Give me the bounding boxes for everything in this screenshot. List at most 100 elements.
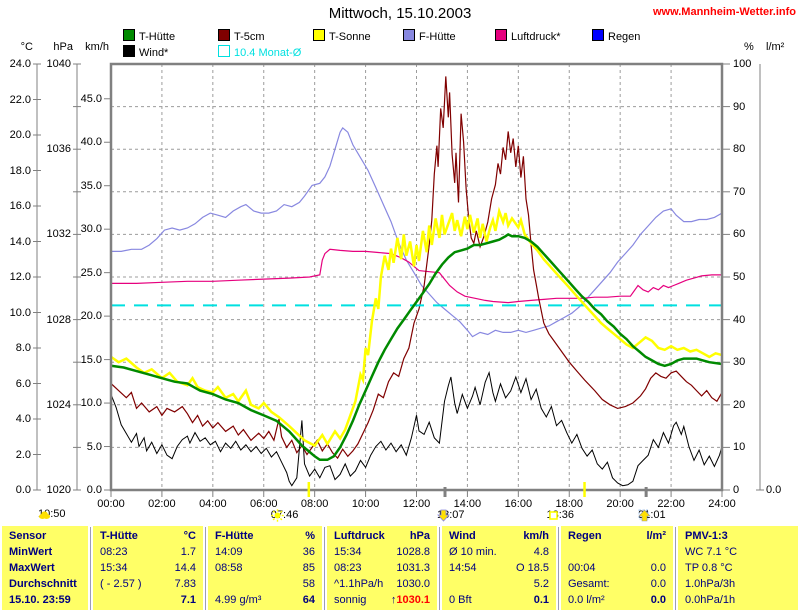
table-row	[561, 546, 673, 560]
x-tick-label: 06:00	[249, 498, 278, 510]
series-T-Sonne	[110, 206, 723, 448]
legend-swatch-T-Hütte	[123, 29, 135, 41]
alert-value: 1030.1	[396, 594, 430, 606]
legend-item-Regen: Regen	[592, 27, 640, 43]
kmh-tick-label: 5.0	[86, 440, 102, 453]
pct-tick-label: 40	[733, 313, 746, 326]
table-cell-value: 0.0	[650, 594, 666, 606]
footer-time-marker: 10:50	[38, 508, 66, 520]
legend-label: T-Sonne	[329, 31, 371, 43]
site-link[interactable]: www.Mannheim-Wetter.info	[652, 6, 796, 18]
table-row: Wind km/h	[442, 530, 556, 544]
event-21:01: 21:01	[638, 509, 666, 522]
cloud-icon	[39, 511, 50, 519]
table-row: 00:04 0.0	[561, 562, 673, 576]
table-cell-value: 1031.3	[396, 562, 430, 574]
table-cell-value: l/m²	[646, 530, 666, 542]
kmh-tick-label: 20.0	[80, 310, 102, 323]
legend-item-T-Hütte: T-Hütte	[123, 27, 175, 43]
table-row: MinWert	[2, 546, 88, 560]
table-row: 08:23 1031.3	[327, 562, 437, 576]
axis-unit-kmh: km/h	[85, 41, 109, 53]
table-row: MaxWert	[2, 562, 88, 576]
x-tick-label: 16:00	[504, 498, 533, 510]
x-tick-label: 20:00	[606, 498, 634, 510]
table-row: F-Hütte%	[208, 530, 322, 544]
table-column-Wind: Wind km/h Ø 10 min. 4.8 14:54 O 18.5 5.2 0 Bft 0…	[442, 526, 556, 610]
c-tick-label: 22.0	[9, 93, 31, 106]
table-row: 14:54 O 18.5	[442, 562, 556, 576]
table-cell-value: 14.4	[174, 562, 196, 574]
pct-tick-label: 10	[733, 441, 746, 454]
pct-tick-label: 30	[733, 356, 746, 369]
pct-tick-label: 0	[733, 484, 740, 496]
axis-unit-hpa: hPa	[53, 41, 73, 53]
table-row: 5.2	[442, 578, 556, 592]
x-tick-label: 04:00	[199, 498, 227, 510]
hpa-tick-label: 1024	[46, 398, 71, 411]
legend-label: Regen	[608, 31, 641, 43]
table-cell-value: 36	[302, 546, 315, 558]
table-cell-label: 08:23	[100, 546, 128, 558]
kmh-tick-label: 0.0	[86, 484, 102, 496]
table-cell-value: 1030.0	[396, 578, 430, 590]
hpa-tick-label: 1036	[46, 143, 71, 156]
table-cell-value: 7.83	[174, 578, 196, 590]
series-T-Hütte	[110, 232, 723, 462]
legend-item-Wind*: Wind*	[123, 43, 168, 59]
table-cell-value: O 18.5	[515, 562, 549, 574]
kmh-tick-label: 45.0	[80, 92, 102, 105]
kmh-tick-label: 30.0	[80, 223, 102, 236]
table-cell-label: MaxWert	[9, 562, 55, 574]
hpa-tick-label: 1032	[46, 228, 71, 241]
c-tick-label: 12.0	[9, 271, 31, 283]
legend-item-10.4 Monat-Ø: 10.4 Monat-Ø	[218, 43, 301, 59]
table-cell-value: 4.8	[533, 546, 549, 558]
kmh-tick-label: 15.0	[80, 353, 102, 366]
table-cell-value: 0.0	[650, 578, 666, 590]
table-cell-label: 0.0hPa/1h	[685, 594, 736, 606]
table-cell-label: Sensor	[9, 530, 47, 542]
legend-label: F-Hütte	[419, 31, 456, 43]
table-column-Luftdruck: Luftdruck hPa 15:34 1028.8 08:23 1031.3 ^1.1hP…	[327, 526, 437, 610]
table-row: 08:58 85	[208, 562, 322, 576]
x-tick-label: 18:00	[555, 498, 584, 510]
c-tick-label: 10.0	[9, 306, 31, 319]
table-row: 15.10. 23:59	[2, 594, 88, 608]
trend-up-arrow: ↑	[390, 594, 397, 606]
table-cell-label: ( - 2.57 )	[100, 578, 142, 590]
table-row: 0 Bft 0.1	[442, 594, 556, 608]
kmh-tick-label: 10.0	[80, 397, 102, 410]
table-cell-label: 14:54	[449, 562, 477, 574]
table-row: Regen l/m²	[561, 530, 673, 544]
legend-swatch-Wind*	[123, 45, 135, 57]
x-tick-label: 12:00	[402, 498, 431, 510]
pct-tick-label: 80	[733, 143, 746, 156]
table-cell-label: Durchschnitt	[9, 578, 77, 590]
table-column-sensor: Sensor MinWert MaxWert Durchschnitt 15.10. 2…	[2, 526, 88, 610]
x-tick-label: 24:00	[708, 498, 736, 510]
series-F-Hütte	[111, 126, 723, 338]
c-tick-label: 20.0	[9, 129, 31, 141]
legend-label: 10.4 Monat-Ø	[234, 47, 302, 59]
table-row: ^1.1hPa/h 1030.0	[327, 578, 437, 592]
sun-icon	[271, 509, 284, 522]
c-tick-label: 16.0	[9, 200, 31, 212]
table-cell-label: Regen	[568, 530, 602, 542]
table-row: 15:34 14.4	[93, 562, 203, 576]
table-cell-value: 0.1	[533, 594, 549, 606]
table-row: ( - 2.57 ) 7.83	[93, 578, 203, 592]
table-cell-label: sonnig	[334, 594, 367, 606]
c-tick-label: 14.0	[9, 235, 31, 248]
square-icon	[548, 511, 558, 520]
pct-tick-label: 60	[733, 228, 746, 241]
table-row: Ø 10 min. 4.8	[442, 546, 556, 560]
table-row: 15:34 1028.8	[327, 546, 437, 560]
legend-swatch-T-5cm	[218, 29, 230, 41]
table-cell-label: 00:04	[568, 562, 596, 574]
arrow-down-icon	[437, 509, 450, 522]
series-T-5cm	[110, 76, 723, 460]
table-cell-label: PMV-1:3	[685, 530, 728, 542]
